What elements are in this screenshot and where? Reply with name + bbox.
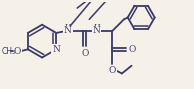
Text: CH₃: CH₃ — [2, 47, 16, 56]
Text: O: O — [129, 45, 136, 54]
Text: N: N — [52, 45, 60, 54]
Text: O: O — [109, 66, 116, 75]
Text: N: N — [93, 27, 101, 36]
Text: N: N — [64, 27, 72, 36]
Text: H: H — [94, 23, 100, 31]
Text: H: H — [65, 23, 71, 31]
Text: O: O — [14, 47, 21, 56]
Text: O: O — [81, 49, 88, 58]
